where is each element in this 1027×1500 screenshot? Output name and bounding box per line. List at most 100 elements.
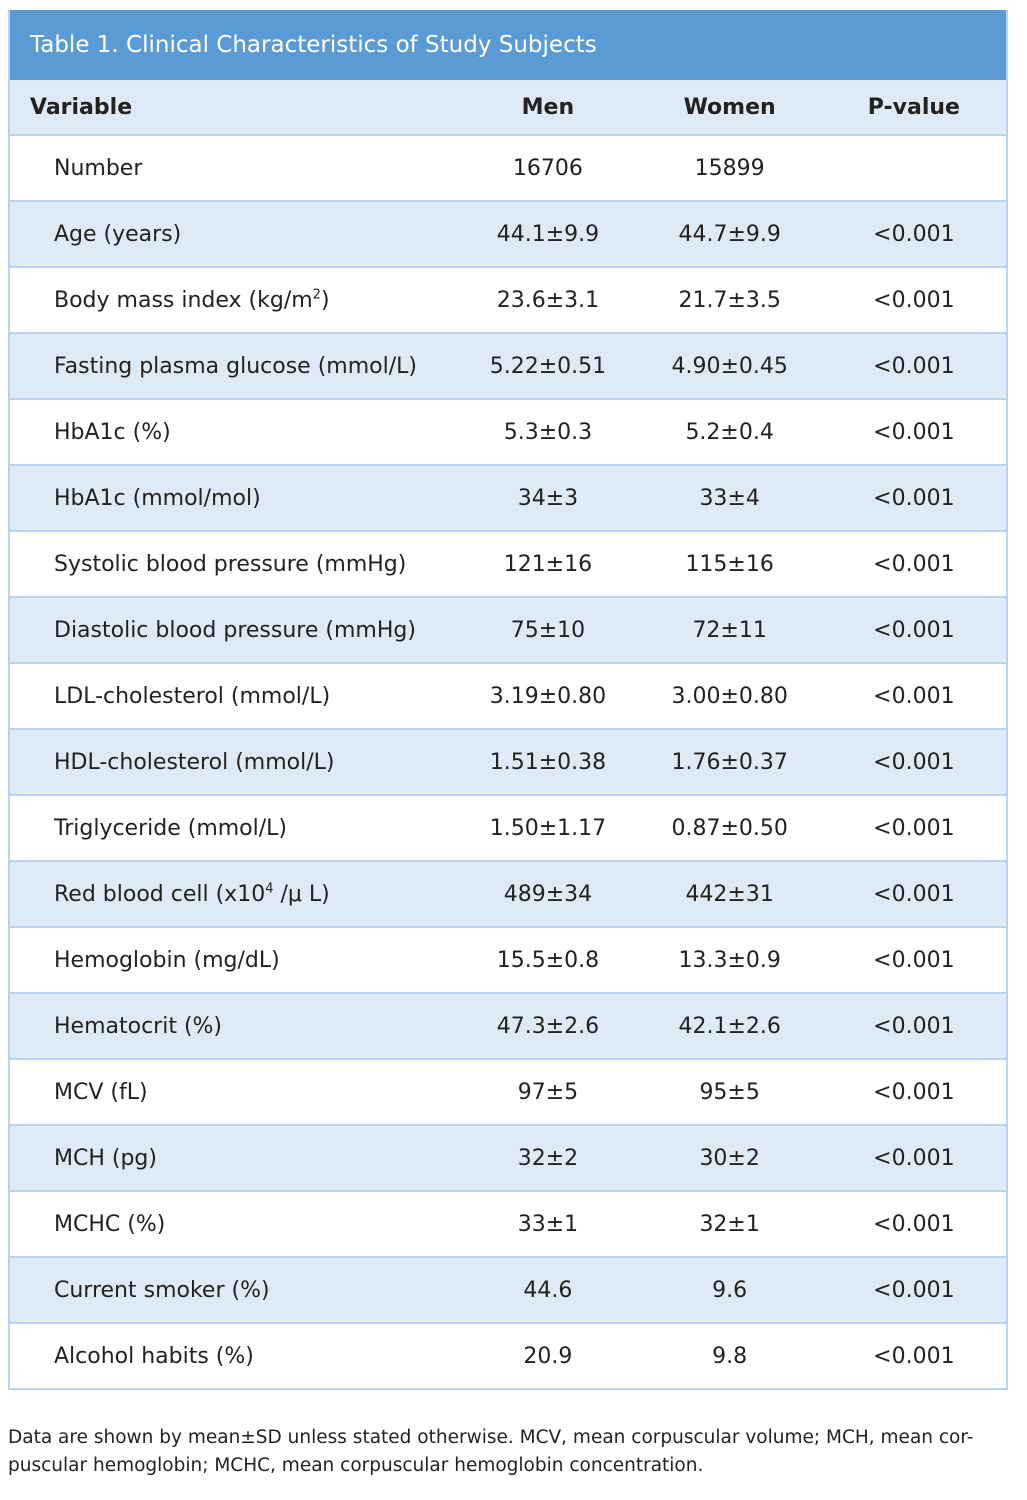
cell-p-value: <0.001 xyxy=(873,1343,955,1369)
cell-variable: MCHC (%) xyxy=(54,1211,166,1237)
table-row: HDL-cholesterol (mmol/L) 1.51±0.38 1.76±0.… xyxy=(10,728,1006,794)
table-row: MCV (fL) 97±5 95±5 <0.001 xyxy=(10,1058,1006,1124)
cell-men: 32±2 xyxy=(517,1145,579,1171)
table-row: Current smoker (%) 44.6 9.6 <0.001 xyxy=(10,1256,1006,1322)
cell-men: 15.5±0.8 xyxy=(496,947,600,973)
table-row: Fasting plasma glucose (mmol/L) 5.22±0.51… xyxy=(10,332,1006,398)
header-p-value: P-value xyxy=(867,94,960,120)
cell-men: 121±16 xyxy=(503,551,593,577)
table-row: MCHC (%) 33±1 32±1 <0.001 xyxy=(10,1190,1006,1256)
cell-p-value: <0.001 xyxy=(873,1145,955,1171)
cell-variable: Hematocrit (%) xyxy=(54,1013,223,1039)
cell-women: 72±11 xyxy=(692,617,767,643)
cell-p-value: <0.001 xyxy=(873,881,955,907)
table-row: Red blood cell (x104 /μ L) 489±34 442±31 <0… xyxy=(10,860,1006,926)
cell-men: 1.51±0.38 xyxy=(489,749,607,775)
table-row: Hematocrit (%) 47.3±2.6 42.1±2.6 <0.001 xyxy=(10,992,1006,1058)
table-row: Alcohol habits (%) 20.9 9.8 <0.001 xyxy=(10,1322,1006,1388)
table-title: Table 1. Clinical Characteristics of Stu… xyxy=(10,10,1006,80)
cell-women: 9.8 xyxy=(712,1343,748,1369)
table-row: Systolic blood pressure (mmHg) 121±16 115±… xyxy=(10,530,1006,596)
cell-women: 21.7±3.5 xyxy=(678,287,781,313)
table-row: HbA1c (mmol/mol) 34±3 33±4 <0.001 xyxy=(10,464,1006,530)
cell-men: 33±1 xyxy=(517,1211,579,1237)
cell-p-value: <0.001 xyxy=(873,617,955,643)
cell-variable: HbA1c (mmol/mol) xyxy=(54,485,261,511)
table-row: Hemoglobin (mg/dL) 15.5±0.8 13.3±0.9 <0.001 xyxy=(10,926,1006,992)
cell-men: 16706 xyxy=(512,155,583,181)
cell-men: 23.6±3.1 xyxy=(496,287,600,313)
cell-p-value: <0.001 xyxy=(873,1277,955,1303)
cell-variable: Red blood cell (x104 /μ L) xyxy=(54,881,330,907)
cell-men: 97±5 xyxy=(517,1079,579,1105)
cell-variable: Hemoglobin (mg/dL) xyxy=(54,947,280,973)
cell-variable: Fasting plasma glucose (mmol/L) xyxy=(54,353,417,379)
cell-variable: MCH (pg) xyxy=(54,1145,157,1171)
cell-p-value: <0.001 xyxy=(873,353,955,379)
cell-women: 0.87±0.50 xyxy=(671,815,788,841)
cell-men: 75±10 xyxy=(510,617,586,643)
clinical-characteristics-table: Table 1. Clinical Characteristics of Stu… xyxy=(8,10,1008,1390)
footnote-line-1: Data are shown by mean±SD unless stated … xyxy=(8,1427,974,1448)
cell-variable: Number xyxy=(54,155,143,181)
cell-variable: Triglyceride (mmol/L) xyxy=(54,815,288,841)
cell-men: 3.19±0.80 xyxy=(489,683,607,709)
table-footnote: Data are shown by mean±SD unless stated … xyxy=(8,1424,1008,1480)
cell-variable: Body mass index (kg/m2) xyxy=(54,287,330,313)
cell-variable: HbA1c (%) xyxy=(54,419,171,445)
cell-men: 47.3±2.6 xyxy=(496,1013,600,1039)
cell-women: 30±2 xyxy=(699,1145,760,1171)
cell-men: 1.50±1.17 xyxy=(489,815,607,841)
cell-variable: Alcohol habits (%) xyxy=(54,1343,254,1369)
table-row: Triglyceride (mmol/L) 1.50±1.17 0.87±0.50 <… xyxy=(10,794,1006,860)
table-row: Age (years) 44.1±9.9 44.7±9.9 <0.001 xyxy=(10,200,1006,266)
cell-p-value: <0.001 xyxy=(873,1079,955,1105)
cell-p-value: <0.001 xyxy=(873,287,955,313)
cell-p-value: <0.001 xyxy=(873,1013,955,1039)
cell-men: 44.6 xyxy=(523,1277,573,1303)
cell-p-value: <0.001 xyxy=(873,815,955,841)
cell-women: 9.6 xyxy=(712,1277,748,1303)
cell-women: 95±5 xyxy=(699,1079,760,1105)
cell-variable: Current smoker (%) xyxy=(54,1277,270,1303)
cell-p-value: <0.001 xyxy=(873,749,955,775)
table-body: Number 16706 15899 Age (years) 44.1±9.9 44.7±… xyxy=(10,134,1006,1388)
cell-p-value: <0.001 xyxy=(873,683,955,709)
header-women: Women xyxy=(683,94,776,120)
table-row: MCH (pg) 32±2 30±2 <0.001 xyxy=(10,1124,1006,1190)
cell-men: 5.22±0.51 xyxy=(489,353,607,379)
header-variable: Variable xyxy=(30,94,133,120)
cell-variable: Age (years) xyxy=(54,221,182,247)
cell-women: 13.3±0.9 xyxy=(678,947,781,973)
table-row: Number 16706 15899 xyxy=(10,134,1006,200)
cell-variable: Diastolic blood pressure (mmHg) xyxy=(54,617,416,643)
cell-variable: HDL-cholesterol (mmol/L) xyxy=(54,749,335,775)
cell-variable: Systolic blood pressure (mmHg) xyxy=(54,551,407,577)
table-row: LDL-cholesterol (mmol/L) 3.19±0.80 3.00±0.… xyxy=(10,662,1006,728)
cell-men: 44.1±9.9 xyxy=(496,221,600,247)
cell-p-value: <0.001 xyxy=(873,1211,955,1237)
cell-women: 44.7±9.9 xyxy=(678,221,781,247)
cell-women: 3.00±0.80 xyxy=(671,683,788,709)
cell-p-value: <0.001 xyxy=(873,947,955,973)
cell-men: 34±3 xyxy=(517,485,579,511)
cell-p-value: <0.001 xyxy=(873,419,955,445)
cell-women: 15899 xyxy=(694,155,765,181)
cell-variable: MCV (fL) xyxy=(54,1079,148,1105)
table-row: Body mass index (kg/m2) 23.6±3.1 21.7±3.5 <… xyxy=(10,266,1006,332)
cell-women: 442±31 xyxy=(685,881,774,907)
cell-women: 33±4 xyxy=(699,485,760,511)
cell-men: 5.3±0.3 xyxy=(503,419,593,445)
cell-p-value: <0.001 xyxy=(873,485,955,511)
cell-women: 5.2±0.4 xyxy=(685,419,774,445)
cell-women: 42.1±2.6 xyxy=(678,1013,781,1039)
footnote-line-2: puscular hemoglobin; MCHC, mean corpuscu… xyxy=(8,1455,704,1476)
cell-p-value: <0.001 xyxy=(873,551,955,577)
table-row: Diastolic blood pressure (mmHg) 75±10 72±1… xyxy=(10,596,1006,662)
cell-women: 4.90±0.45 xyxy=(671,353,788,379)
cell-women: 115±16 xyxy=(685,551,774,577)
cell-variable: LDL-cholesterol (mmol/L) xyxy=(54,683,331,709)
cell-women: 1.76±0.37 xyxy=(671,749,788,775)
cell-men: 20.9 xyxy=(523,1343,573,1369)
cell-women: 32±1 xyxy=(699,1211,760,1237)
